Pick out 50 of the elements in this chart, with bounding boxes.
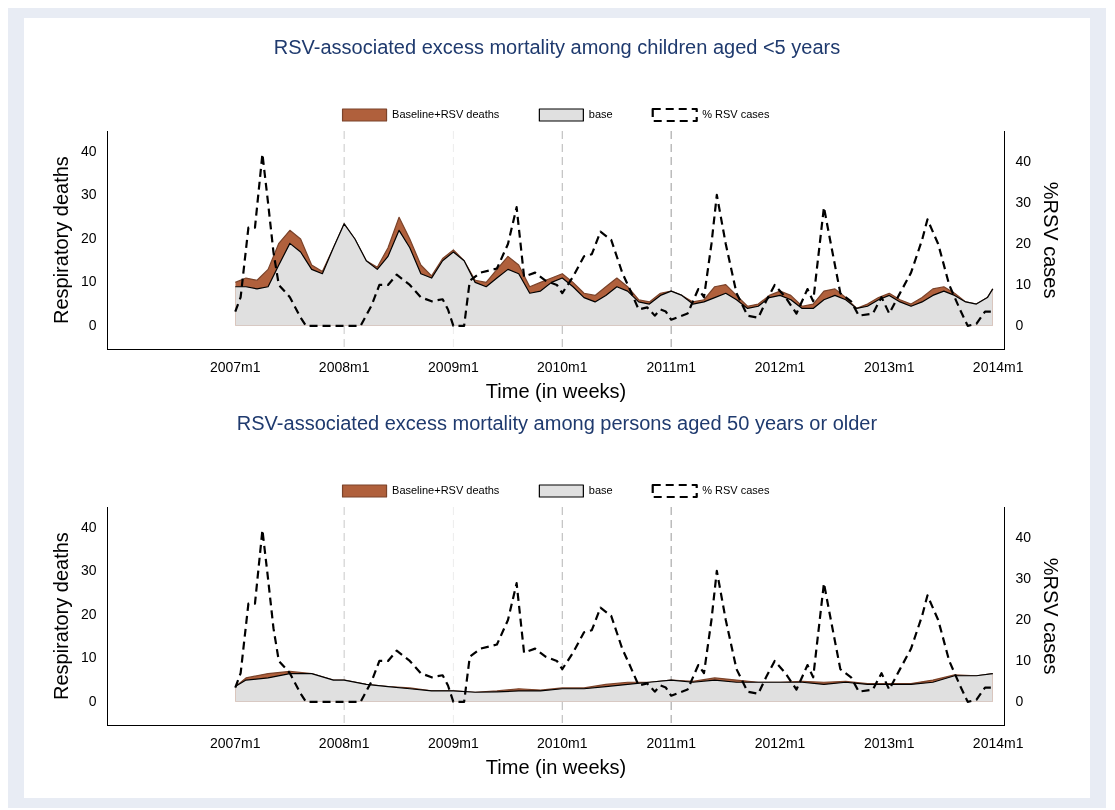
legend-label: Baseline+RSV deaths <box>392 484 500 497</box>
x-tick-label: 2010m1 <box>536 735 588 752</box>
y-tick-label: 40 <box>80 143 97 160</box>
x-axis-title: Time (in weeks) <box>485 379 627 402</box>
x-tick-label: 2014m1 <box>972 735 1024 752</box>
y-tick-label: 30 <box>80 562 97 579</box>
x-tick-label: 2007m1 <box>209 359 261 376</box>
x-tick-label: 2011m1 <box>646 359 697 376</box>
y2-tick-label: 10 <box>1015 651 1032 668</box>
y2-tick-label: 30 <box>1015 569 1032 586</box>
x-tick-label: 2011m1 <box>646 735 697 752</box>
chart-title: RSV-associated excess mortality among persons aged 50 years or older <box>235 412 879 435</box>
x-tick-label: 2007m1 <box>209 735 261 752</box>
y2-tick-label: 0 <box>1015 692 1024 709</box>
x-tick-label: 2012m1 <box>754 359 806 376</box>
y-tick-label: 10 <box>80 649 97 666</box>
x-tick-label: 2008m1 <box>318 735 370 752</box>
x-tick-label: 2014m1 <box>972 359 1024 376</box>
y2-tick-label: 20 <box>1015 610 1032 627</box>
y-tick-label: 0 <box>88 316 97 333</box>
x-axis-title: Time (in weeks) <box>485 755 627 778</box>
x-tick-label: 2013m1 <box>863 359 915 376</box>
legend-label: base <box>588 108 613 121</box>
y-tick-label: 40 <box>80 519 97 536</box>
y2-axis-title: %RSV cases <box>1040 181 1063 299</box>
y2-tick-label: 10 <box>1015 275 1032 292</box>
x-tick-label: 2009m1 <box>428 359 479 376</box>
x-tick-label: 2012m1 <box>754 735 806 752</box>
x-tick-label: 2008m1 <box>318 359 370 376</box>
y2-tick-label: 30 <box>1015 193 1032 210</box>
legend-label: Baseline+RSV deaths <box>392 108 500 121</box>
y-tick-label: 30 <box>80 186 97 203</box>
y-axis-title: Respiratory deaths <box>49 156 72 325</box>
y-tick-label: 10 <box>80 273 97 290</box>
y-axis-title: Respiratory deaths <box>49 532 72 701</box>
y2-tick-label: 40 <box>1015 152 1032 169</box>
legend-label: % RSV cases <box>702 484 770 497</box>
legend-label: % RSV cases <box>702 108 770 121</box>
y2-tick-label: 40 <box>1015 528 1032 545</box>
y-tick-label: 0 <box>88 692 97 709</box>
y-tick-label: 20 <box>80 605 97 622</box>
chart-title: RSV-associated excess mortality among children aged <5 years <box>272 36 842 59</box>
y2-tick-label: 0 <box>1015 316 1024 333</box>
legend-label: base <box>588 484 613 497</box>
y2-axis-title: %RSV cases <box>1040 557 1063 675</box>
y2-tick-label: 20 <box>1015 234 1032 251</box>
x-tick-label: 2013m1 <box>863 735 915 752</box>
x-tick-label: 2009m1 <box>428 735 479 752</box>
x-tick-label: 2010m1 <box>536 359 588 376</box>
y-tick-label: 20 <box>80 229 97 246</box>
